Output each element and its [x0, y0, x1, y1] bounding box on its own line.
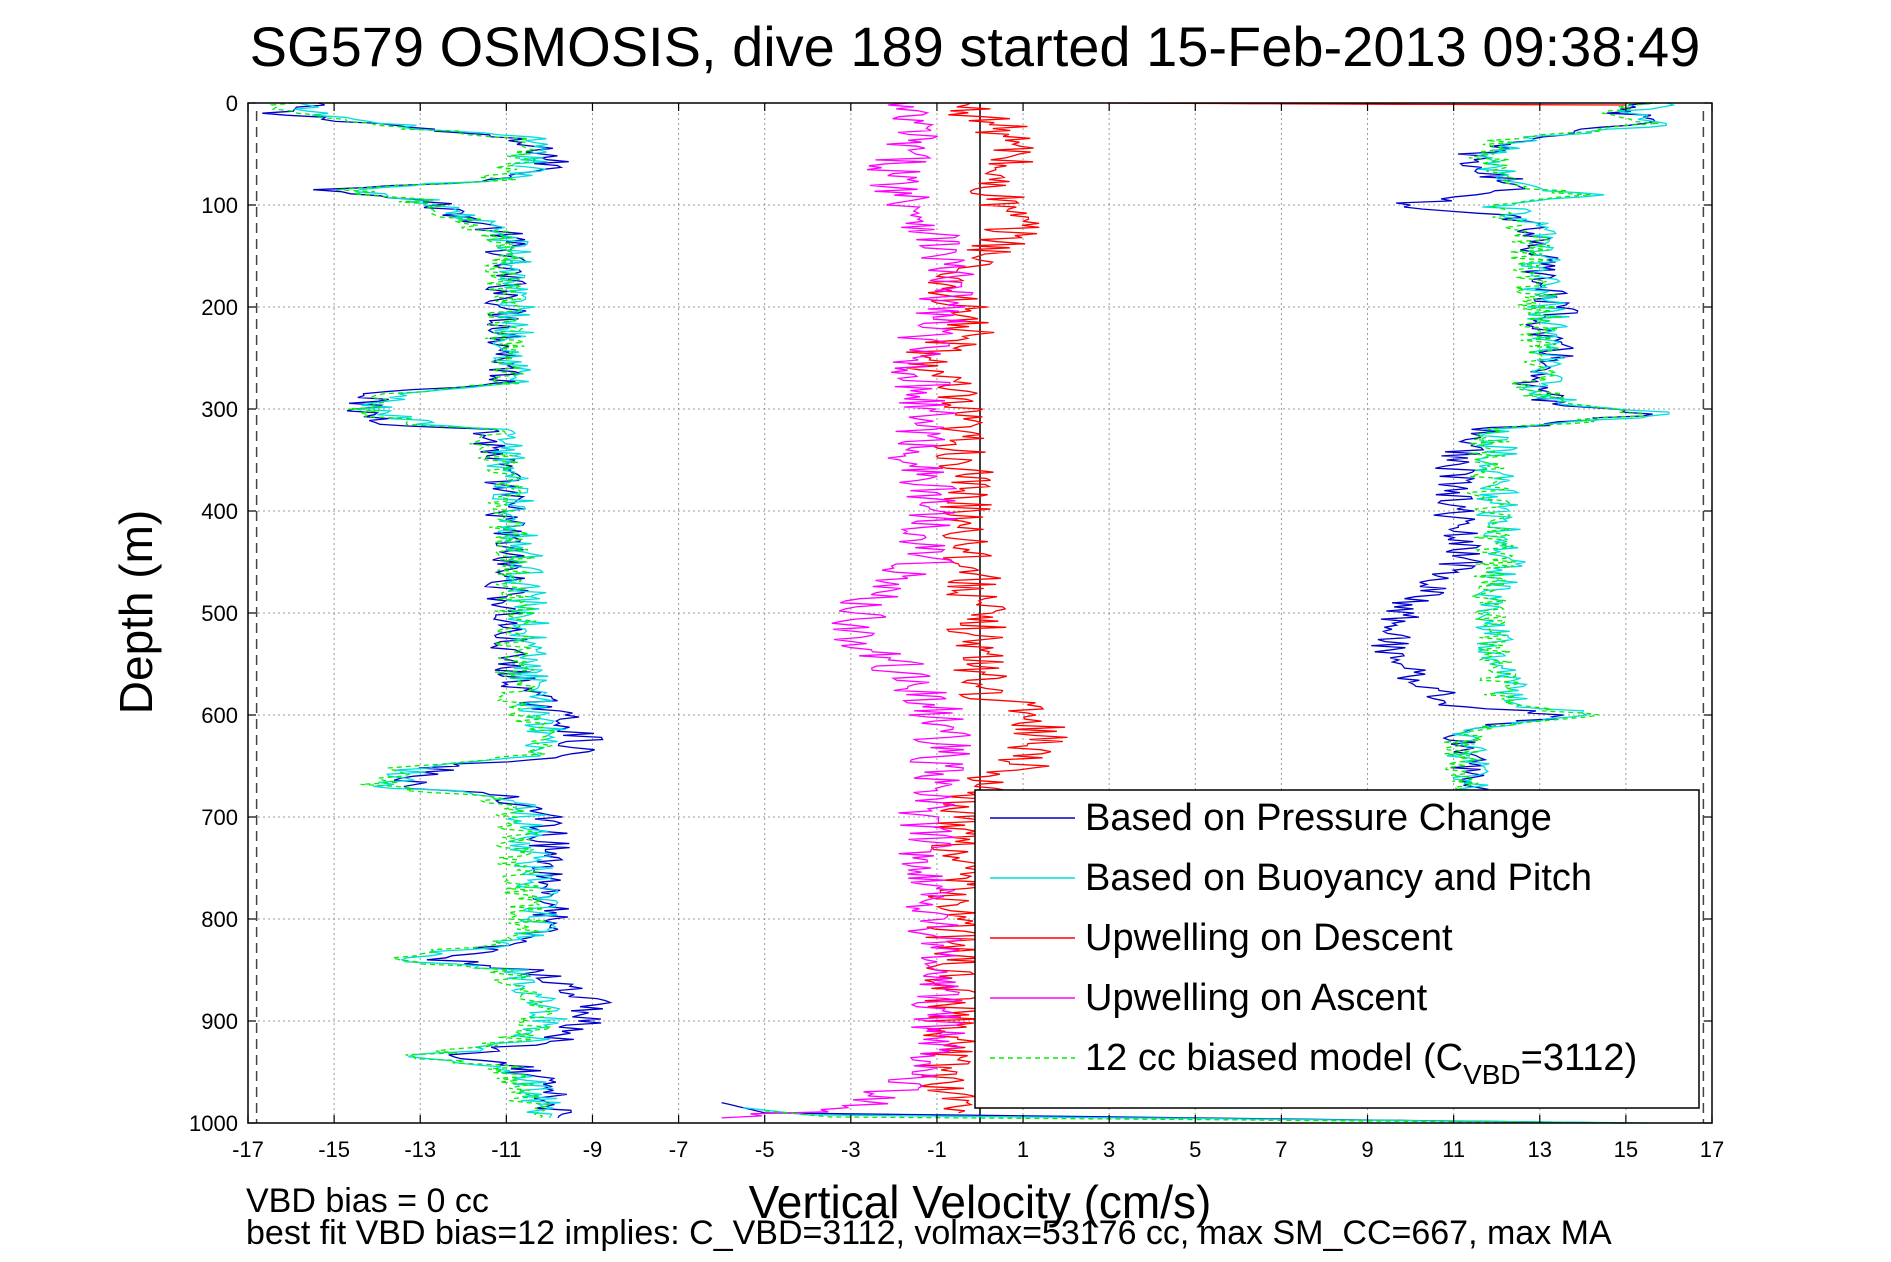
y-axis-label: Depth (m) — [110, 510, 162, 714]
legend-label-text: 12 cc biased model (C — [1085, 1037, 1463, 1079]
x-tick-label: -17 — [232, 1137, 264, 1162]
legend-label-3: Upwelling on Ascent — [1085, 977, 1428, 1019]
legend-label-4: 12 cc biased model (CVBD=3112) — [1085, 1037, 1637, 1090]
legend-label-2: Upwelling on Descent — [1085, 917, 1453, 959]
x-tick-label: 13 — [1528, 1137, 1552, 1162]
legend-box — [974, 789, 1700, 1109]
y-tick-label: 900 — [201, 1009, 238, 1034]
x-tick-label: 5 — [1189, 1137, 1201, 1162]
x-tick-label: -9 — [583, 1137, 603, 1162]
y-tick-label: 200 — [201, 295, 238, 320]
legend-label-text: Upwelling on Descent — [1085, 917, 1453, 959]
x-tick-label: -15 — [318, 1137, 350, 1162]
y-tick-label: 500 — [201, 601, 238, 626]
y-tick-label: 1000 — [189, 1111, 238, 1136]
x-tick-label: 7 — [1275, 1137, 1287, 1162]
legend-label-0: Based on Pressure Change — [1085, 797, 1552, 839]
x-axis-label: Vertical Velocity (cm/s) — [749, 1176, 1212, 1228]
legend-entries: Based on Pressure Change Based on Buoyanc… — [990, 797, 1637, 1090]
legend-label-1: Based on Buoyancy and Pitch — [1085, 857, 1592, 899]
x-tick-label: -3 — [841, 1137, 861, 1162]
series-line-0-1 — [1371, 102, 1657, 808]
x-tick-label: 15 — [1614, 1137, 1638, 1162]
legend-label-suffix: =3112) — [1521, 1037, 1638, 1079]
y-tick-label: 800 — [201, 907, 238, 932]
series-line-3-0 — [721, 102, 975, 1119]
y-tick-label: 0 — [226, 91, 238, 116]
best-fit-note: best fit VBD bias=12 implies: C_VBD=3112… — [246, 1214, 1612, 1252]
y-tick-label: 100 — [201, 193, 238, 218]
x-tick-label: -7 — [669, 1137, 689, 1162]
x-axis-ticks: -17 -15 -13 -11 -9 -7 -5 -3 -1 1 3 5 7 9 11 13 15 17 — [232, 103, 1724, 1162]
y-tick-label: 400 — [201, 499, 238, 524]
x-tick-label: -13 — [404, 1137, 436, 1162]
x-tick-label: 9 — [1361, 1137, 1373, 1162]
x-tick-label: -11 — [491, 1137, 521, 1162]
series-line-1-0 — [294, 102, 568, 1119]
series-line-4-1 — [1442, 102, 1660, 808]
x-tick-label: 3 — [1103, 1137, 1115, 1162]
series-line-0-0 — [262, 102, 613, 1119]
y-tick-label: 700 — [201, 805, 238, 830]
x-tick-label: 11 — [1442, 1137, 1465, 1162]
vbd-bias-note: VBD bias = 0 cc — [246, 1182, 489, 1220]
y-axis-ticks: 0 100 200 300 400 500 600 700 800 900 1000 — [189, 91, 1712, 1136]
x-tick-label: -1 — [927, 1137, 947, 1162]
series-line-4-0 — [269, 102, 557, 1119]
legend: Based on Pressure Change Based on Buoyanc… — [974, 789, 1700, 1109]
x-tick-label: 1 — [1017, 1137, 1029, 1162]
y-tick-label: 600 — [201, 703, 238, 728]
series-line-4-2 — [764, 1110, 1626, 1124]
x-tick-label: 17 — [1700, 1137, 1724, 1162]
x-tick-label: -5 — [755, 1137, 775, 1162]
legend-label-text: Based on Buoyancy and Pitch — [1085, 857, 1592, 899]
chart-title: SG579 OSMOSIS, dive 189 started 15-Feb-2… — [250, 15, 1701, 78]
legend-label-text: Based on Pressure Change — [1085, 797, 1552, 839]
legend-label-text: Upwelling on Ascent — [1085, 977, 1428, 1019]
series-line-2-0 — [905, 102, 1068, 1114]
y-tick-label: 300 — [201, 397, 238, 422]
legend-label-subscript: VBD — [1463, 1059, 1521, 1090]
